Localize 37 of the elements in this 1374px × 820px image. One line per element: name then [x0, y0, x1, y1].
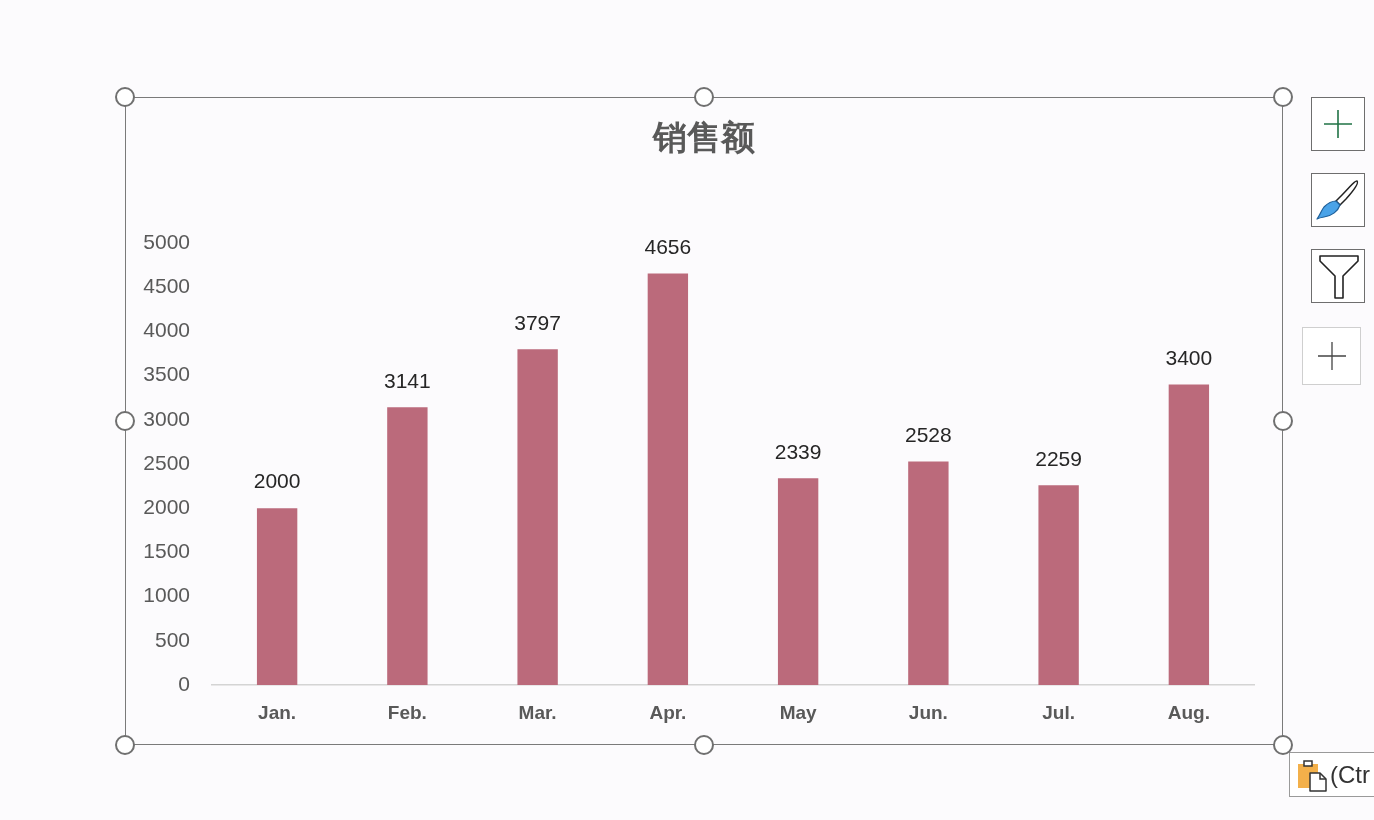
y-tick-label: 2500 [143, 450, 190, 474]
x-tick-label: Aug. [1167, 701, 1210, 723]
data-label: 4656 [644, 234, 692, 258]
x-tick-label: May [779, 701, 818, 723]
data-label: 2259 [1035, 446, 1082, 470]
bar [517, 349, 558, 685]
paste-button: (Ctr [1289, 752, 1374, 797]
bar [387, 407, 428, 685]
bar [256, 508, 298, 685]
data-label: 2000 [253, 469, 301, 493]
y-tick-label: 3500 [143, 362, 190, 386]
data-label: 2528 [905, 422, 952, 446]
bar [908, 461, 949, 685]
x-tick-label: Feb. [387, 701, 427, 723]
bar [777, 478, 819, 685]
x-tick-label: Apr. [649, 701, 687, 723]
y-tick-label: 1000 [143, 583, 190, 607]
y-tick-label: 0 [178, 671, 190, 695]
y-tick-label: 500 [154, 627, 190, 651]
x-tick-label: Jun. [908, 701, 948, 723]
y-tick-label: 4500 [143, 274, 190, 297]
bar [1038, 485, 1079, 685]
data-label: 3797 [514, 310, 561, 334]
y-tick-label: 4000 [143, 318, 190, 342]
y-tick-label: 1500 [143, 539, 190, 563]
bar [647, 273, 689, 685]
y-tick-label: 3000 [143, 406, 190, 430]
bar [1168, 384, 1210, 685]
chart-title: 销售额 [651, 118, 755, 157]
data-label: 3141 [384, 368, 431, 392]
y-tick-label: 5000 [143, 229, 190, 253]
y-tick-label: 2000 [143, 495, 190, 518]
data-label: 2339 [774, 439, 822, 463]
data-label: 3400 [1165, 345, 1213, 369]
x-tick-label: Mar. [518, 701, 557, 723]
x-tick-label: Jul. [1042, 701, 1075, 723]
x-tick-label: Jan. [258, 701, 297, 723]
